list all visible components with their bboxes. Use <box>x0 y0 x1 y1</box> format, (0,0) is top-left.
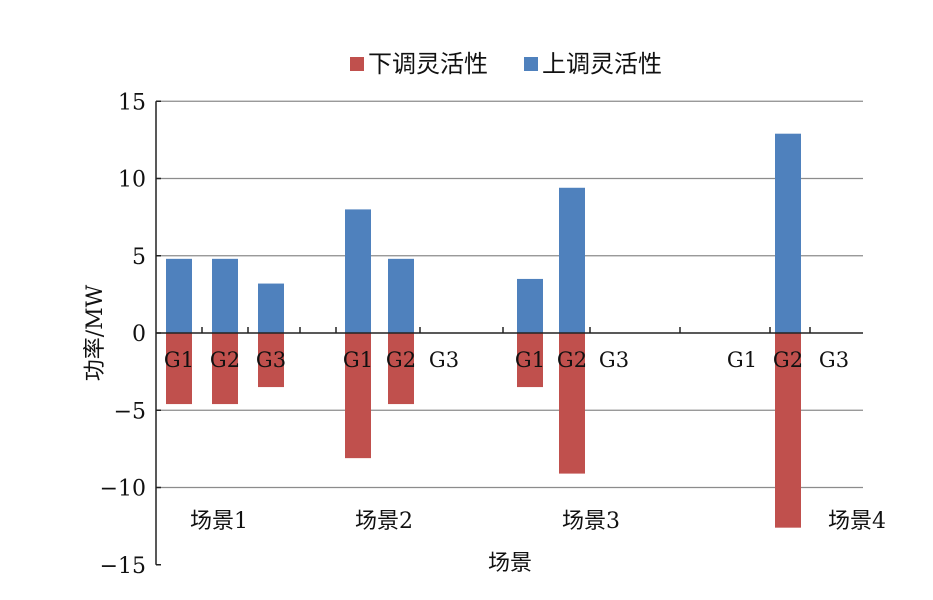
bar <box>258 283 284 333</box>
category-label: G2 <box>557 348 587 372</box>
bar <box>775 333 801 528</box>
scene-label: 场景2 <box>355 509 413 534</box>
bar <box>258 333 284 388</box>
bar <box>166 333 192 405</box>
category-label: G1 <box>164 348 194 372</box>
scene-label: 场景4 <box>828 509 886 534</box>
x-axis-title: 场景 <box>488 551 532 576</box>
bar <box>517 333 543 388</box>
category-label: G1 <box>343 348 373 372</box>
bar <box>388 333 414 405</box>
category-label: G3 <box>429 348 459 372</box>
category-label: G2 <box>773 348 803 372</box>
legend-swatch-down <box>350 57 364 71</box>
bar <box>212 333 238 405</box>
category-label: G1 <box>515 348 545 372</box>
category-label: G3 <box>599 348 629 372</box>
legend: 下调灵活性 上调灵活性 <box>350 50 662 78</box>
bar <box>212 258 238 333</box>
bar <box>166 258 192 333</box>
category-label: G3 <box>256 348 286 372</box>
category-label: G1 <box>727 348 757 372</box>
scene-label: 场景3 <box>562 509 620 534</box>
y-axis-title: 功率/MW <box>83 284 108 381</box>
y-tick-label: −15 <box>100 554 146 579</box>
bar <box>345 333 371 459</box>
y-tick-label: 5 <box>132 245 146 270</box>
category-label: G3 <box>819 348 849 372</box>
axes <box>155 100 863 566</box>
y-tick-label: 0 <box>132 322 146 347</box>
gridlines <box>156 100 863 489</box>
bar <box>517 278 543 333</box>
y-tick-label: 10 <box>118 168 146 193</box>
bars <box>166 133 801 528</box>
bar <box>559 333 585 474</box>
category-labels: G1 G2 G3 G1 G2 G3 G1 G2 G3 G1 G2 G3 <box>164 348 849 372</box>
y-tick-labels: 15 10 5 0 −5 −10 −15 <box>100 90 146 579</box>
legend-swatch-up <box>524 57 538 71</box>
legend-label-down: 下调灵活性 <box>368 50 488 78</box>
bar <box>775 133 801 333</box>
bar <box>345 209 371 333</box>
bar <box>559 187 585 333</box>
scene-labels: 场景1 场景2 场景3 场景4 <box>190 509 886 534</box>
category-label: G2 <box>210 348 240 372</box>
scene-label: 场景1 <box>190 509 248 534</box>
category-label: G2 <box>386 348 416 372</box>
y-tick-label: −5 <box>114 399 146 424</box>
y-tick-label: −10 <box>100 477 146 502</box>
y-tick-label: 15 <box>118 90 146 115</box>
legend-label-up: 上调灵活性 <box>542 50 662 78</box>
bar <box>388 258 414 333</box>
